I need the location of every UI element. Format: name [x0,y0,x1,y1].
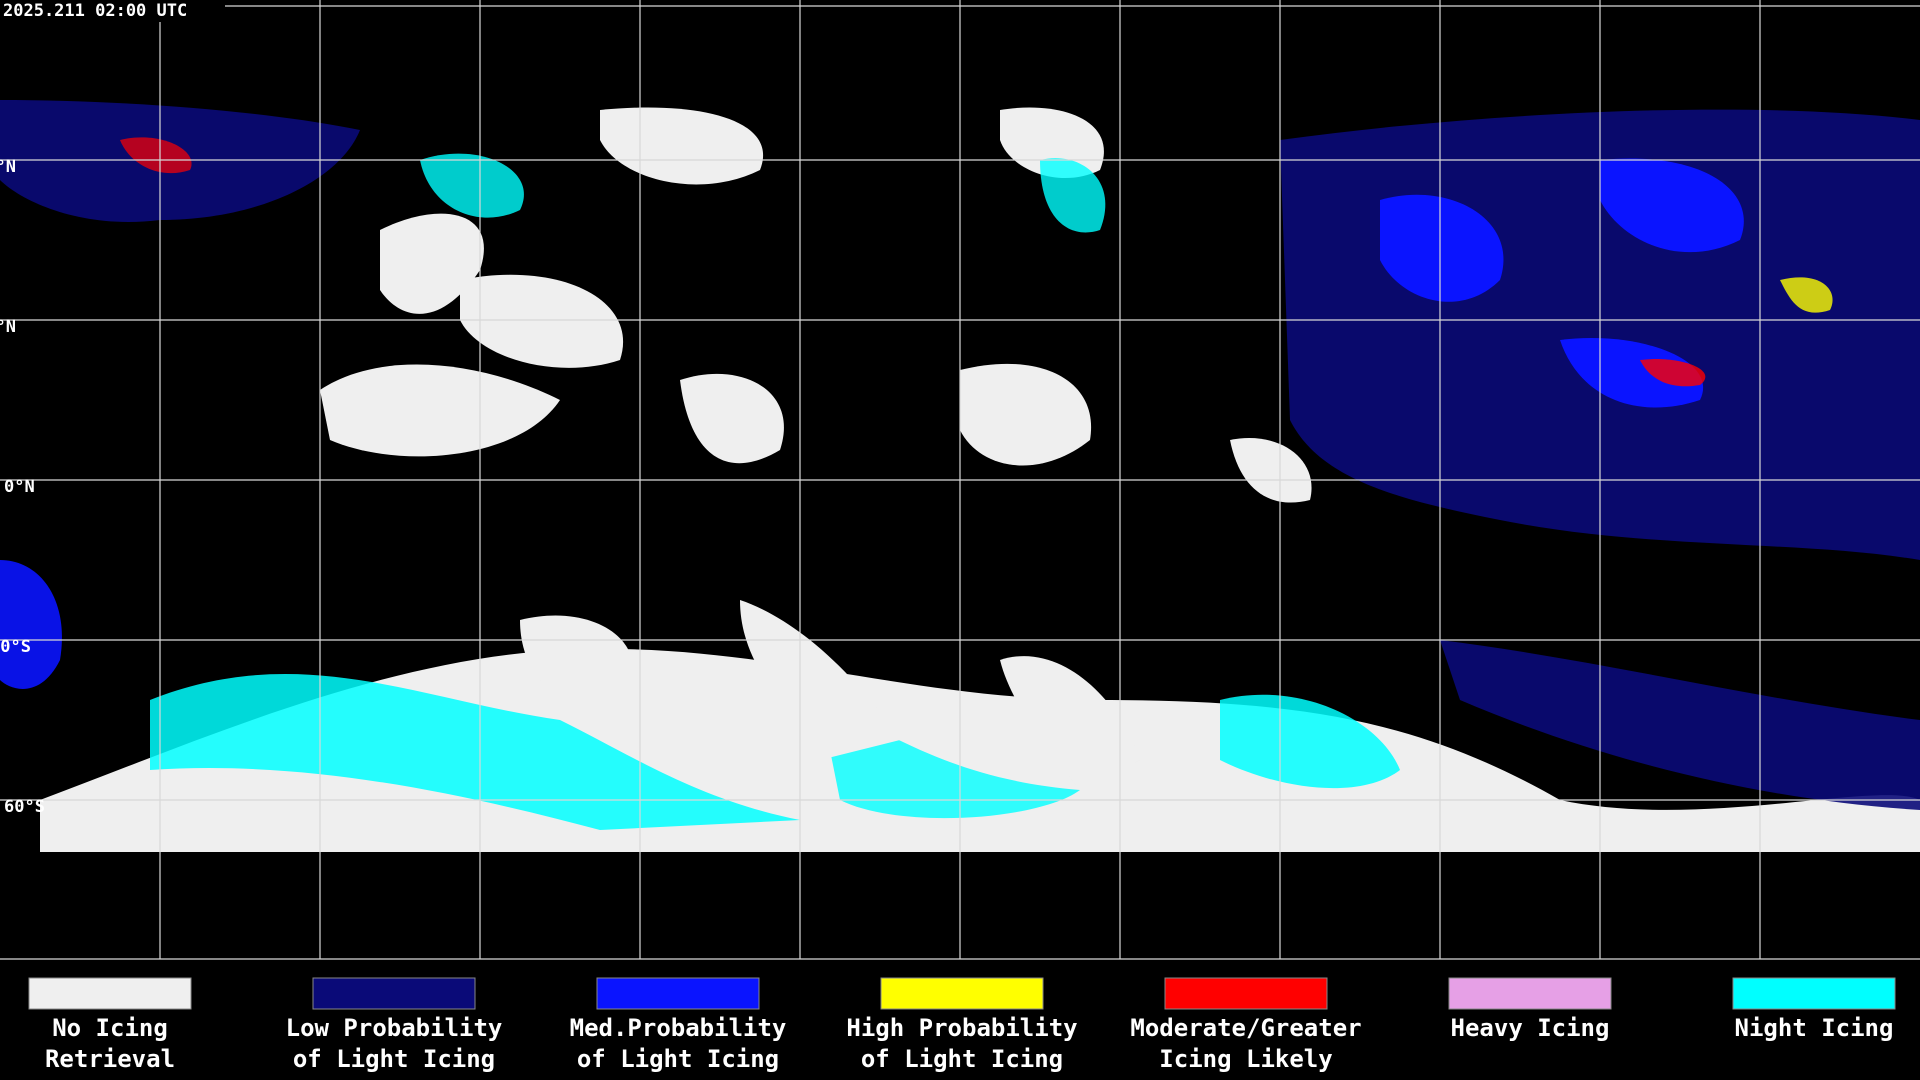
timestamp-bg [0,0,225,22]
legend-swatch [596,977,760,1010]
latitude-label: 30°N [0,317,16,337]
legend-label: Retrieval [45,1045,175,1073]
latitude-label: 60°S [4,797,45,817]
legend-label: Low Probability [286,1014,503,1042]
legend-swatch [28,977,192,1010]
latitude-label: 0°N [4,477,35,497]
legend-label: Moderate/Greater [1130,1014,1361,1042]
legend-label: Med.Probability [570,1014,787,1042]
latitude-labels: 60°N 30°N 0°N 30°S 60°S [0,157,45,817]
legend-swatch [880,977,1044,1010]
latitude-label: 60°N [0,157,16,177]
legend-swatch [1164,977,1328,1010]
graticule [0,0,1920,960]
legend-label: of Light Icing [861,1045,1063,1073]
legend-label: Icing Likely [1159,1045,1332,1073]
legend-swatch [1448,977,1612,1010]
legend-label: No Icing [52,1014,168,1042]
latitude-label: 30°S [0,637,31,657]
legend-label: Night Icing [1735,1014,1894,1042]
legend-label: High Probability [846,1014,1077,1042]
timestamp: 2025.211 02:00 UTC [3,1,187,21]
legend-label: of Light Icing [293,1045,495,1073]
legend-swatch [1732,977,1896,1010]
legend-label: of Light Icing [577,1045,779,1073]
legend-label: Heavy Icing [1451,1014,1610,1042]
legend: No Icing Retrieval Low Probability of Light… [28,977,1896,1073]
legend-swatch [312,977,476,1010]
